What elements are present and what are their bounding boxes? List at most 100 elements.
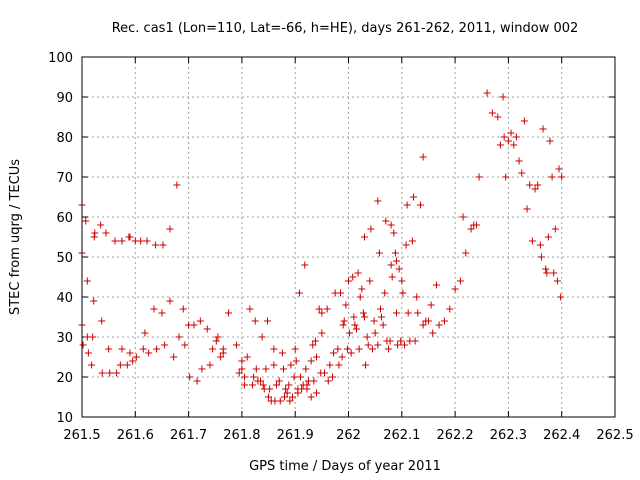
- data-point: [360, 233, 368, 241]
- data-point: [413, 293, 421, 301]
- data-point: [394, 341, 402, 349]
- data-point: [113, 369, 121, 377]
- data-point: [553, 277, 561, 285]
- data-point: [243, 353, 251, 361]
- data-point: [90, 233, 98, 241]
- data-point: [358, 285, 366, 293]
- data-point: [334, 345, 342, 353]
- data-point: [544, 233, 552, 241]
- y-tick-label: 60: [56, 211, 73, 226]
- data-point: [381, 289, 389, 297]
- data-point: [507, 129, 515, 137]
- data-point: [287, 361, 295, 369]
- data-point: [467, 225, 475, 233]
- data-point: [367, 225, 375, 233]
- data-point: [446, 305, 454, 313]
- data-point: [273, 381, 281, 389]
- data-point: [354, 269, 362, 277]
- y-axis-label: STEC from uqrg / TECUs: [8, 159, 23, 315]
- data-point: [397, 337, 405, 345]
- data-point: [419, 153, 427, 161]
- data-point: [352, 325, 360, 333]
- data-point: [275, 377, 283, 385]
- data-point: [429, 329, 437, 337]
- data-point: [310, 377, 318, 385]
- data-point: [323, 305, 331, 313]
- data-point: [279, 365, 287, 373]
- data-point: [520, 117, 528, 125]
- data-point: [83, 277, 91, 285]
- data-point: [233, 341, 241, 349]
- x-tick-label: 261.8: [223, 428, 260, 443]
- data-point: [193, 377, 201, 385]
- data-point: [252, 365, 260, 373]
- data-point: [374, 341, 382, 349]
- data-point: [543, 269, 551, 277]
- data-point: [141, 329, 149, 337]
- y-tick-label: 70: [56, 171, 73, 186]
- grid-lines: [82, 57, 615, 417]
- data-point: [539, 125, 547, 133]
- data-point: [198, 365, 206, 373]
- data-point: [364, 341, 372, 349]
- data-point: [410, 193, 418, 201]
- data-point: [263, 317, 271, 325]
- data-point: [402, 241, 410, 249]
- y-tick-label: 10: [56, 411, 73, 426]
- data-point: [270, 345, 278, 353]
- data-point: [472, 221, 480, 229]
- x-tick-label: 262: [336, 428, 361, 443]
- data-point: [551, 225, 559, 233]
- data-point: [313, 389, 321, 397]
- x-tick-label: 261.5: [63, 428, 100, 443]
- data-point: [251, 317, 259, 325]
- data-point: [270, 361, 278, 369]
- data-point: [258, 333, 266, 341]
- data-point: [132, 353, 140, 361]
- data-point: [411, 337, 419, 345]
- data-point: [307, 393, 315, 401]
- data-point: [337, 289, 345, 297]
- data-point: [292, 357, 300, 365]
- data-point: [278, 349, 286, 357]
- data-point: [345, 277, 352, 285]
- data-point: [391, 249, 399, 257]
- data-point: [499, 93, 507, 101]
- data-point: [203, 325, 211, 333]
- data-point: [335, 361, 343, 369]
- data-point: [388, 273, 396, 281]
- data-point: [266, 385, 274, 393]
- data-point: [297, 373, 305, 381]
- data-point: [282, 385, 290, 393]
- x-tick-label: 261.9: [277, 428, 314, 443]
- data-point: [209, 345, 217, 353]
- data-point: [126, 233, 134, 241]
- data-point: [139, 345, 147, 353]
- data-point: [313, 353, 321, 361]
- data-point: [290, 373, 298, 381]
- data-point: [116, 361, 124, 369]
- data-point: [190, 321, 198, 329]
- data-point: [494, 113, 502, 121]
- data-point: [475, 173, 483, 181]
- x-tick-label: 262.2: [436, 428, 473, 443]
- data-point: [302, 365, 310, 373]
- data-point: [98, 317, 106, 325]
- data-point: [307, 357, 315, 365]
- data-point: [419, 321, 427, 329]
- data-point: [82, 217, 90, 225]
- data-point: [390, 229, 398, 237]
- data-point: [368, 345, 376, 353]
- data-point: [89, 333, 97, 341]
- data-point: [111, 237, 119, 245]
- data-point: [502, 173, 510, 181]
- axis-ticks: 261.5 261.6 261.7 261.8 261.9 262 262.1 262.2 26…: [48, 51, 633, 443]
- data-point: [329, 373, 337, 381]
- data-point: [404, 309, 412, 317]
- data-point: [483, 89, 491, 97]
- data-point: [504, 137, 512, 145]
- data-point: [311, 337, 319, 345]
- data-point: [257, 377, 265, 385]
- data-point: [351, 321, 359, 329]
- data-point: [359, 309, 367, 317]
